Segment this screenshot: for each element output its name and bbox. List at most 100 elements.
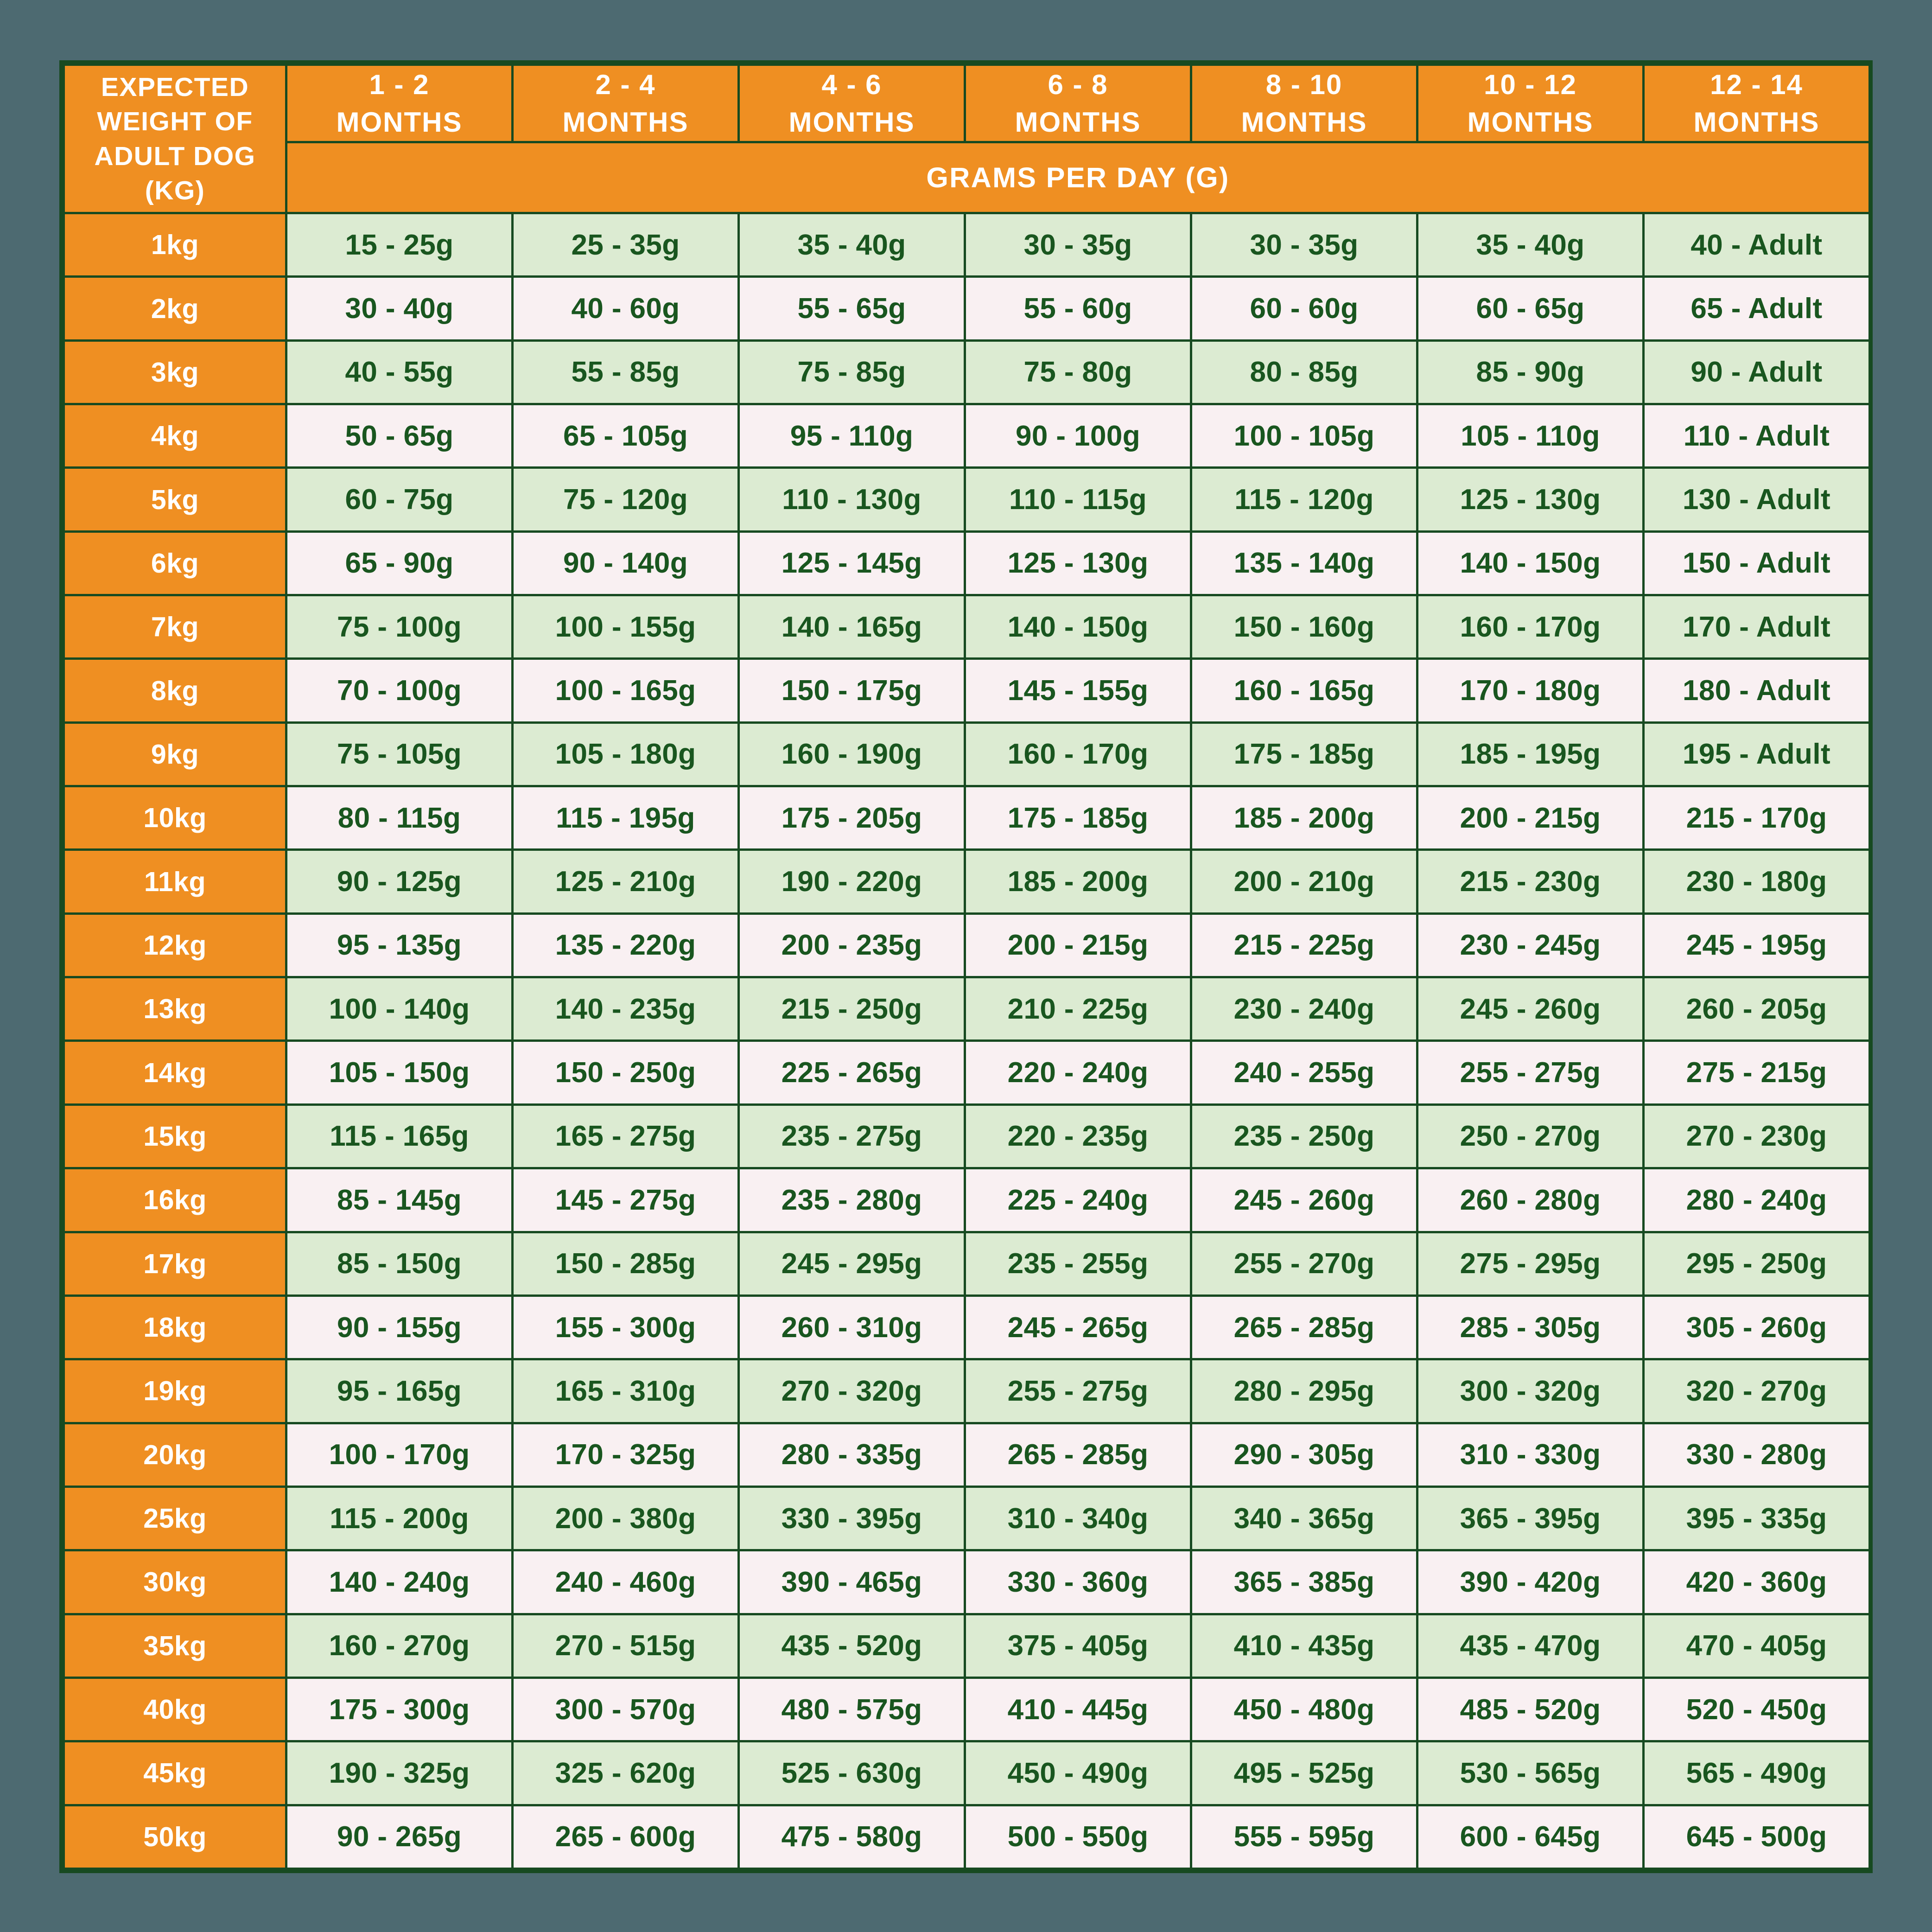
month-unit-label: MONTHS bbox=[1693, 107, 1820, 138]
row-header-weight: 17kg bbox=[63, 1231, 287, 1297]
feeding-amount-cell: 200 - 215g bbox=[964, 912, 1192, 979]
row-header-weight: 1kg bbox=[63, 211, 287, 278]
feeding-amount-cell: 175 - 205g bbox=[737, 785, 966, 851]
feeding-amount-cell: 130 - Adult bbox=[1642, 466, 1871, 533]
row-header-weight: 19kg bbox=[63, 1358, 287, 1424]
column-header-months-4: 6 - 8 MONTHS bbox=[964, 64, 1192, 143]
row-header-weight: 50kg bbox=[63, 1804, 287, 1870]
feeding-amount-cell: 85 - 145g bbox=[285, 1167, 514, 1233]
feeding-amount-cell: 110 - Adult bbox=[1642, 403, 1871, 469]
table-row: 16kg 85 - 145g 145 - 275g 235 - 280g 225 - 2… bbox=[63, 1167, 1871, 1233]
row-header-weight: 6kg bbox=[63, 530, 287, 597]
table-row: 6kg 65 - 90g 90 - 140g 125 - 145g 125 - 130g… bbox=[63, 530, 1871, 597]
puppy-feeding-chart: EXPECTED WEIGHT OF ADULT DOG (kg) 1 - 2 M… bbox=[59, 60, 1873, 1873]
table-row: 10kg 80 - 115g 115 - 195g 175 - 205g 175 - 1… bbox=[63, 785, 1871, 851]
feeding-amount-cell: 185 - 200g bbox=[964, 848, 1192, 915]
table-row: 9kg 75 - 105g 105 - 180g 160 - 190g 160 - 17… bbox=[63, 721, 1871, 788]
feeding-amount-cell: 365 - 385g bbox=[1190, 1549, 1418, 1615]
feeding-amount-cell: 125 - 145g bbox=[737, 530, 966, 597]
table-row: 13kg 100 - 140g 140 - 235g 215 - 250g 210 - … bbox=[63, 976, 1871, 1042]
row-header-weight: 9kg bbox=[63, 721, 287, 788]
feeding-amount-cell: 280 - 295g bbox=[1190, 1358, 1418, 1424]
month-range-label: 2 - 4 bbox=[595, 69, 656, 100]
table-row: 7kg 75 - 100g 100 - 155g 140 - 165g 140 - 15… bbox=[63, 594, 1871, 660]
header-row-months: EXPECTED WEIGHT OF ADULT DOG (kg) 1 - 2 M… bbox=[63, 64, 1871, 214]
feeding-amount-cell: 245 - 260g bbox=[1416, 976, 1645, 1042]
feeding-amount-cell: 90 - 125g bbox=[285, 848, 514, 915]
feeding-amount-cell: 470 - 405g bbox=[1642, 1613, 1871, 1679]
feeding-amount-cell: 115 - 120g bbox=[1190, 466, 1418, 533]
feeding-amount-cell: 410 - 445g bbox=[964, 1676, 1192, 1743]
feeding-amount-cell: 175 - 185g bbox=[1190, 721, 1418, 788]
feeding-amount-cell: 145 - 275g bbox=[511, 1167, 740, 1233]
feeding-amount-cell: 225 - 240g bbox=[964, 1167, 1192, 1233]
feeding-amount-cell: 170 - 180g bbox=[1416, 657, 1645, 724]
feeding-amount-cell: 230 - 180g bbox=[1642, 848, 1871, 915]
feeding-amount-cell: 270 - 320g bbox=[737, 1358, 966, 1424]
feeding-amount-cell: 170 - 325g bbox=[511, 1422, 740, 1488]
table-row: 35kg 160 - 270g 270 - 515g 435 - 520g 375 - … bbox=[63, 1613, 1871, 1679]
feeding-amount-cell: 475 - 580g bbox=[737, 1804, 966, 1870]
feeding-amount-cell: 255 - 275g bbox=[1416, 1039, 1645, 1106]
feeding-amount-cell: 265 - 285g bbox=[1190, 1294, 1418, 1361]
feeding-amount-cell: 105 - 150g bbox=[285, 1039, 514, 1106]
feeding-amount-cell: 175 - 185g bbox=[964, 785, 1192, 851]
month-range-label: 4 - 6 bbox=[821, 69, 882, 100]
feeding-amount-cell: 200 - 380g bbox=[511, 1485, 740, 1552]
feeding-amount-cell: 30 - 35g bbox=[964, 211, 1192, 278]
feeding-amount-cell: 115 - 195g bbox=[511, 785, 740, 851]
feeding-amount-cell: 125 - 130g bbox=[1416, 466, 1645, 533]
feeding-amount-cell: 410 - 435g bbox=[1190, 1613, 1418, 1679]
row-header-weight: 15kg bbox=[63, 1103, 287, 1170]
table-row: 8kg 70 - 100g 100 - 165g 150 - 175g 145 - 15… bbox=[63, 657, 1871, 724]
month-range-label: 1 - 2 bbox=[369, 69, 430, 100]
feeding-amount-cell: 135 - 220g bbox=[511, 912, 740, 979]
feeding-amount-cell: 450 - 480g bbox=[1190, 1676, 1418, 1743]
feeding-amount-cell: 95 - 110g bbox=[737, 403, 966, 469]
feeding-amount-cell: 330 - 395g bbox=[737, 1485, 966, 1552]
feeding-amount-cell: 160 - 270g bbox=[285, 1613, 514, 1679]
grams-per-day-header: GRAMS PER DAY (g) bbox=[285, 141, 1871, 214]
header-row-grams-per-day: GRAMS PER DAY (g) bbox=[64, 141, 1871, 214]
feeding-amount-cell: 235 - 275g bbox=[737, 1103, 966, 1170]
table-row: 25kg 115 - 200g 200 - 380g 330 - 395g 310 - … bbox=[63, 1485, 1871, 1552]
row-header-weight: 14kg bbox=[63, 1039, 287, 1106]
feeding-amount-cell: 115 - 165g bbox=[285, 1103, 514, 1170]
feeding-amount-cell: 150 - 285g bbox=[511, 1231, 740, 1297]
feeding-amount-cell: 50 - 65g bbox=[285, 403, 514, 469]
feeding-amount-cell: 150 - 175g bbox=[737, 657, 966, 724]
feeding-amount-cell: 100 - 170g bbox=[285, 1422, 514, 1488]
table-row: 45kg 190 - 325g 325 - 620g 525 - 630g 450 - … bbox=[63, 1740, 1871, 1806]
table-row: 50kg 90 - 265g 265 - 600g 475 - 580g 500 - 5… bbox=[63, 1804, 1871, 1870]
feeding-amount-cell: 160 - 170g bbox=[1416, 594, 1645, 660]
table-row: 14kg 105 - 150g 150 - 250g 225 - 265g 220 - … bbox=[63, 1039, 1871, 1106]
feeding-amount-cell: 305 - 260g bbox=[1642, 1294, 1871, 1361]
feeding-amount-cell: 195 - Adult bbox=[1642, 721, 1871, 788]
month-unit-label: MONTHS bbox=[788, 107, 915, 138]
column-header-months-7: 12 - 14 MONTHS bbox=[1642, 64, 1871, 143]
feeding-amount-cell: 290 - 305g bbox=[1190, 1422, 1418, 1488]
column-header-months-6: 10 - 12 MONTHS bbox=[1416, 64, 1645, 143]
feeding-amount-cell: 215 - 250g bbox=[737, 976, 966, 1042]
feeding-amount-cell: 295 - 250g bbox=[1642, 1231, 1871, 1297]
row-header-weight: 11kg bbox=[63, 848, 287, 915]
feeding-amount-cell: 495 - 525g bbox=[1190, 1740, 1418, 1806]
feeding-amount-cell: 160 - 190g bbox=[737, 721, 966, 788]
feeding-amount-cell: 265 - 285g bbox=[964, 1422, 1192, 1488]
feeding-amount-cell: 95 - 165g bbox=[285, 1358, 514, 1424]
table-row: 4kg 50 - 65g 65 - 105g 95 - 110g 90 - 100g 10… bbox=[63, 403, 1871, 469]
feeding-amount-cell: 65 - 105g bbox=[511, 403, 740, 469]
row-header-weight: 4kg bbox=[63, 403, 287, 469]
table-row: 20kg 100 - 170g 170 - 325g 280 - 335g 265 - … bbox=[63, 1422, 1871, 1488]
feeding-amount-cell: 230 - 245g bbox=[1416, 912, 1645, 979]
table-row: 15kg 115 - 165g 165 - 275g 235 - 275g 220 - … bbox=[63, 1103, 1871, 1170]
feeding-amount-cell: 75 - 85g bbox=[737, 339, 966, 406]
feeding-amount-cell: 220 - 235g bbox=[964, 1103, 1192, 1170]
feeding-amount-cell: 165 - 310g bbox=[511, 1358, 740, 1424]
column-header-months-2: 2 - 4 MONTHS bbox=[511, 64, 740, 143]
feeding-amount-cell: 275 - 295g bbox=[1416, 1231, 1645, 1297]
feeding-amount-cell: 270 - 515g bbox=[511, 1613, 740, 1679]
feeding-amount-cell: 270 - 230g bbox=[1642, 1103, 1871, 1170]
feeding-amount-cell: 160 - 165g bbox=[1190, 657, 1418, 724]
feeding-amount-cell: 245 - 295g bbox=[737, 1231, 966, 1297]
